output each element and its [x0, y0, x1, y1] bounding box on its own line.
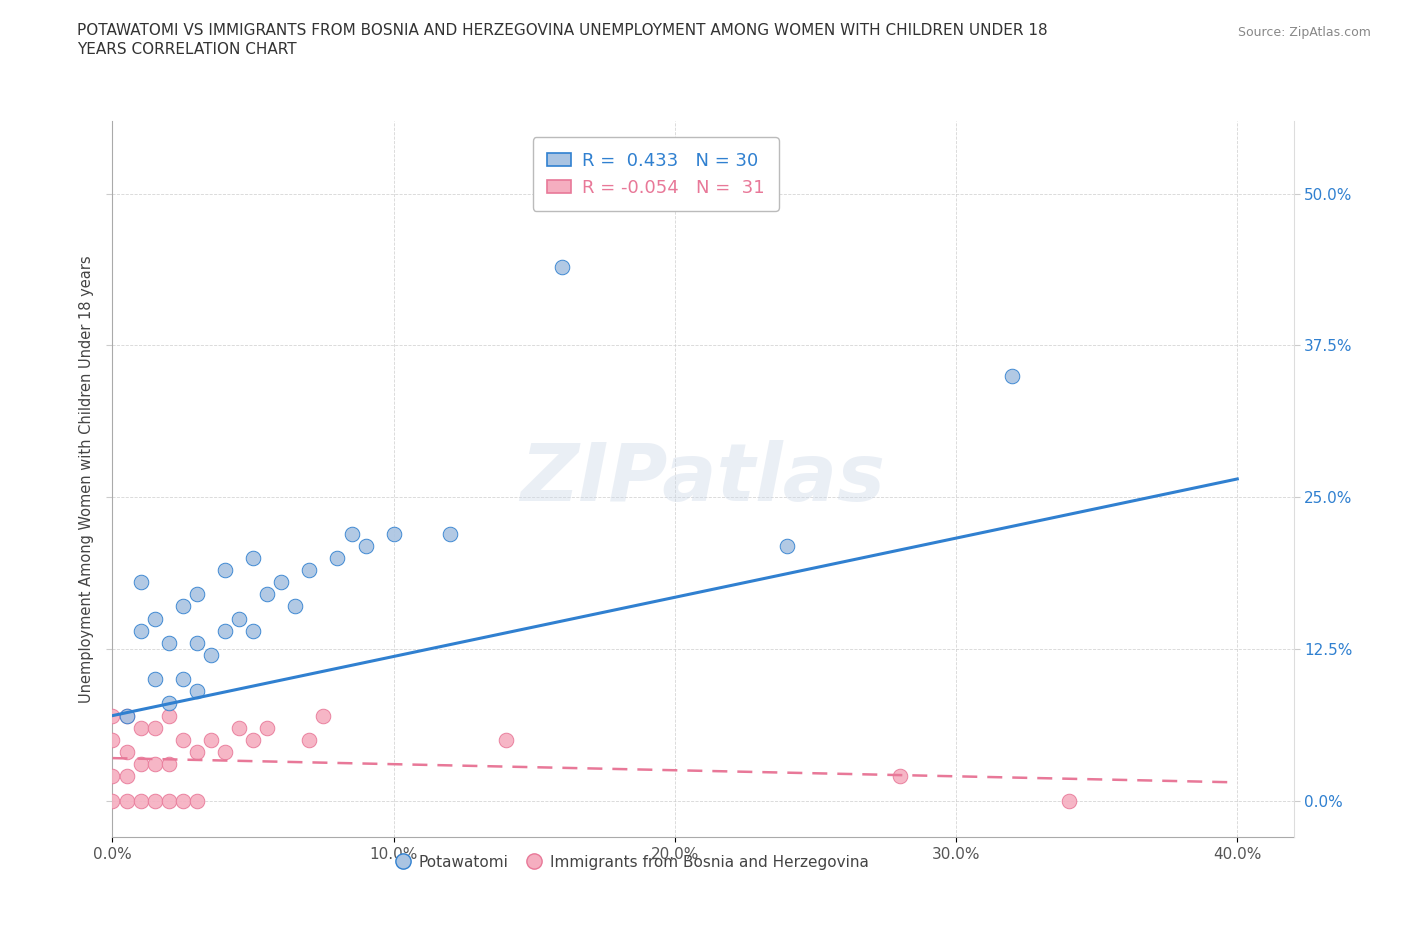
Point	[157, 793, 180, 808]
Point	[101, 793, 124, 808]
Point	[1001, 368, 1024, 383]
Point	[214, 563, 236, 578]
Point	[354, 538, 377, 553]
Point	[228, 721, 250, 736]
Point	[143, 721, 166, 736]
Point	[298, 733, 321, 748]
Point	[186, 684, 208, 698]
Point	[284, 599, 307, 614]
Point	[776, 538, 799, 553]
Point	[115, 708, 138, 723]
Point	[172, 793, 194, 808]
Point	[242, 733, 264, 748]
Legend: Potawatomi, Immigrants from Bosnia and Herzegovina: Potawatomi, Immigrants from Bosnia and H…	[389, 849, 875, 876]
Point	[214, 745, 236, 760]
Point	[256, 721, 278, 736]
Point	[495, 733, 517, 748]
Point	[129, 575, 152, 590]
Point	[157, 757, 180, 772]
Point	[312, 708, 335, 723]
Text: POTAWATOMI VS IMMIGRANTS FROM BOSNIA AND HERZEGOVINA UNEMPLOYMENT AMONG WOMEN WI: POTAWATOMI VS IMMIGRANTS FROM BOSNIA AND…	[77, 23, 1047, 38]
Point	[172, 671, 194, 686]
Point	[298, 563, 321, 578]
Point	[172, 599, 194, 614]
Point	[242, 551, 264, 565]
Point	[889, 769, 911, 784]
Point	[382, 526, 405, 541]
Point	[270, 575, 292, 590]
Point	[200, 733, 222, 748]
Point	[1057, 793, 1080, 808]
Point	[115, 745, 138, 760]
Point	[129, 757, 152, 772]
Point	[326, 551, 349, 565]
Point	[200, 647, 222, 662]
Point	[439, 526, 461, 541]
Point	[172, 733, 194, 748]
Y-axis label: Unemployment Among Women with Children Under 18 years: Unemployment Among Women with Children U…	[79, 255, 94, 703]
Point	[115, 708, 138, 723]
Point	[186, 587, 208, 602]
Point	[551, 259, 574, 274]
Point	[129, 623, 152, 638]
Point	[157, 635, 180, 650]
Point	[186, 635, 208, 650]
Point	[115, 793, 138, 808]
Point	[214, 623, 236, 638]
Text: ZIPatlas: ZIPatlas	[520, 440, 886, 518]
Point	[157, 708, 180, 723]
Point	[101, 733, 124, 748]
Point	[143, 611, 166, 626]
Point	[157, 696, 180, 711]
Point	[256, 587, 278, 602]
Point	[340, 526, 363, 541]
Point	[129, 793, 152, 808]
Point	[228, 611, 250, 626]
Point	[186, 793, 208, 808]
Point	[242, 623, 264, 638]
Text: YEARS CORRELATION CHART: YEARS CORRELATION CHART	[77, 42, 297, 57]
Point	[101, 708, 124, 723]
Point	[143, 757, 166, 772]
Point	[143, 793, 166, 808]
Text: Source: ZipAtlas.com: Source: ZipAtlas.com	[1237, 26, 1371, 39]
Point	[186, 745, 208, 760]
Point	[101, 769, 124, 784]
Point	[143, 671, 166, 686]
Point	[129, 721, 152, 736]
Point	[115, 769, 138, 784]
